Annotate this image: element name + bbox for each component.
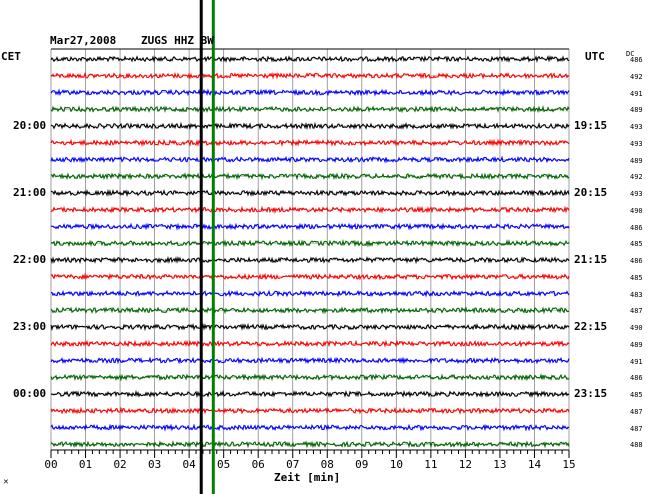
left-time-label: 23:00 [13, 320, 47, 333]
trace-row [50, 322, 570, 332]
left-timezone: CET [1, 50, 21, 63]
trace-row [50, 306, 570, 315]
dc-value: 488 [630, 441, 643, 450]
trace-row [50, 105, 570, 114]
dc-value: 486 [630, 257, 643, 265]
header-station: ZUGS HHZ BW [141, 34, 214, 47]
left-time-label: 22:00 [13, 253, 47, 266]
x-tick-label: 09 [355, 458, 369, 471]
left-time-label: 20:00 [13, 119, 47, 132]
dc-header: DC [626, 50, 635, 58]
right-time-label: 21:15 [574, 253, 608, 266]
trace-row [50, 138, 570, 147]
header-date: Mar27,2008 [50, 34, 117, 47]
dc-value: 492 [630, 72, 643, 81]
x-tick-label: 02 [113, 458, 127, 471]
dc-value: 490 [630, 324, 643, 332]
trace-row [50, 155, 570, 164]
dc-value: 493 [630, 139, 643, 148]
trace-row [50, 239, 570, 248]
x-axis [50, 449, 570, 458]
event-markers [199, 0, 215, 494]
x-tick-label: 04 [182, 458, 196, 471]
dc-value: 489 [630, 340, 643, 349]
trace-row [50, 121, 570, 131]
x-tick-label: 14 [527, 458, 542, 471]
trace-row [50, 339, 570, 348]
dc-value: 485 [630, 391, 643, 399]
dc-value: 485 [630, 273, 643, 282]
trace-row [50, 172, 570, 181]
right-time-label: 22:15 [574, 320, 608, 333]
trace-row [50, 356, 570, 365]
dc-value: 486 [630, 223, 643, 232]
x-tick-label: 06 [251, 458, 265, 471]
dc-value: 487 [630, 307, 643, 316]
trace-row [50, 188, 570, 198]
x-tick-label: 05 [217, 458, 231, 471]
trace-row [50, 440, 570, 449]
x-tick-label: 01 [78, 458, 93, 471]
dc-value: 487 [630, 424, 643, 433]
x-axis-label: Zeit [min] [274, 471, 341, 484]
x-tick-label: 10 [389, 458, 403, 471]
trace-row [50, 423, 570, 432]
dc-value: 493 [630, 123, 643, 131]
trace-row [50, 272, 570, 281]
trace-row [50, 373, 570, 382]
dc-value: 493 [630, 190, 643, 198]
dc-value: 490 [630, 206, 643, 215]
traces [50, 55, 570, 449]
x-tick-label: 08 [320, 458, 334, 471]
trace-row [50, 205, 570, 215]
right-time-label: 20:15 [574, 186, 608, 199]
dc-value: 489 [630, 156, 643, 165]
trace-row [50, 389, 570, 399]
x-tick-label: 03 [147, 458, 162, 471]
dc-value: 486 [630, 374, 643, 383]
left-time-label: 21:00 [13, 186, 47, 199]
dc-value: 491 [630, 89, 643, 98]
dc-value: 489 [630, 106, 643, 115]
trace-row [50, 55, 570, 64]
dc-value: 487 [630, 407, 643, 416]
right-time-label: 19:15 [574, 119, 608, 132]
x-tick-label: 15 [562, 458, 576, 471]
dc-value: 492 [630, 173, 643, 182]
left-time-label: 00:00 [13, 387, 47, 400]
right-time-label: 23:15 [574, 387, 608, 400]
x-tick-label: 12 [458, 458, 473, 471]
dc-value: 491 [630, 357, 643, 366]
corner-mark: ✕ [3, 478, 9, 486]
dc-value: 486 [630, 56, 643, 64]
trace-row [50, 406, 570, 415]
x-tick-label: 13 [493, 458, 507, 471]
trace-row [50, 71, 570, 80]
right-timezone: UTC [585, 50, 605, 63]
dc-value: 483 [630, 290, 643, 299]
trace-row [50, 255, 570, 265]
x-tick-label: 00 [44, 458, 58, 471]
x-tick-label: 07 [286, 458, 300, 471]
trace-row [50, 289, 570, 298]
dc-value: 485 [630, 240, 643, 249]
x-tick-label: 11 [424, 458, 438, 471]
trace-row [50, 88, 570, 97]
trace-row [50, 222, 570, 231]
